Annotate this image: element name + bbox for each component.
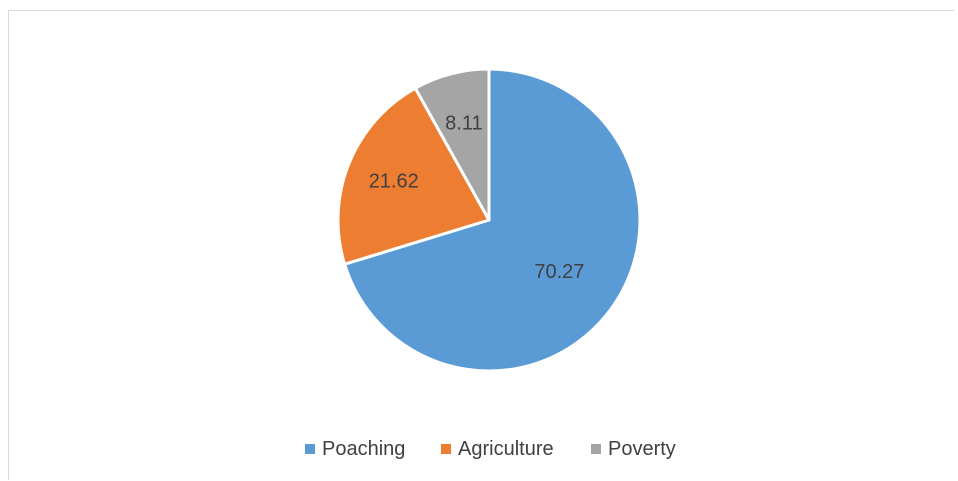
legend-label-poverty: Poverty xyxy=(608,438,676,460)
data-label-poverty: 8.11 xyxy=(445,113,482,135)
legend-swatch-poverty xyxy=(591,444,601,454)
data-label-poaching: 70.27 xyxy=(534,261,584,283)
legend-swatch-poaching xyxy=(305,444,315,454)
legend-label-agriculture: Agriculture xyxy=(458,438,554,460)
chart-frame xyxy=(8,10,954,480)
pie-slice-poaching xyxy=(343,67,642,373)
legend-swatch-agriculture xyxy=(441,444,451,454)
pie-data-labels: 70.27 21.62 8.11 xyxy=(369,113,585,284)
legend-label-poaching: Poaching xyxy=(322,438,405,460)
pie-slice-agriculture xyxy=(336,86,491,266)
pie-slices xyxy=(336,67,642,373)
chart-legend: Poaching Agriculture Poverty xyxy=(305,438,676,460)
data-label-agriculture: 21.62 xyxy=(369,171,419,193)
pie-slice-poverty xyxy=(413,67,491,222)
